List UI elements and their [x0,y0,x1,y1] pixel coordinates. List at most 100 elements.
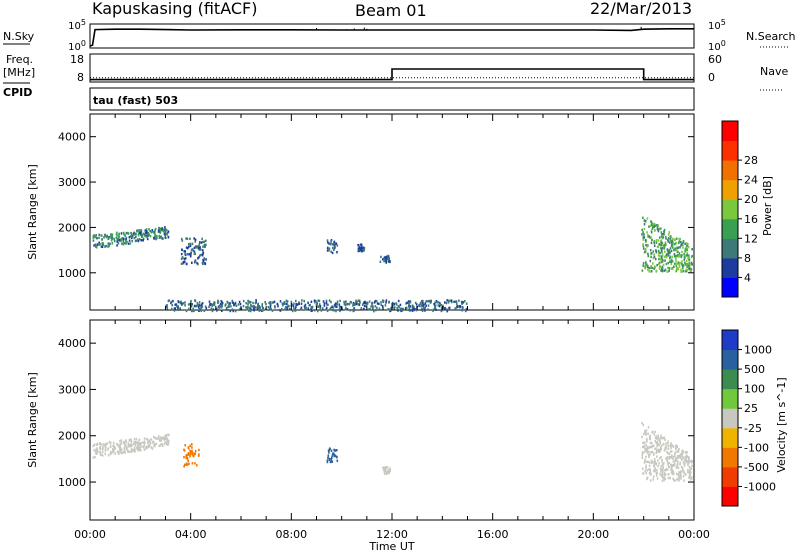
power-point [319,305,322,308]
power-point [408,303,410,306]
power-point [153,230,156,233]
power-point [292,306,295,309]
power-point [685,259,688,262]
power-point [339,299,341,303]
power-point [643,235,645,239]
velocity-point [690,459,692,463]
power-point [688,259,690,262]
velocity-point [674,453,676,456]
power-point [291,309,294,313]
power-point [667,252,670,255]
power-point [335,302,337,305]
power-point [388,258,390,262]
power-point [192,249,195,252]
power-point [385,299,388,302]
power-point [652,225,654,228]
velocity-point [641,453,644,457]
power-point [153,236,155,240]
velocity-point [651,441,653,445]
velocity-point [161,437,163,440]
velocity-point [689,478,692,481]
velocity-point [92,444,95,448]
power-point [677,246,680,249]
velocity-x-tick-label: 04:00 [175,528,207,541]
power-point [650,241,653,245]
power-point [387,308,389,311]
velocity-point [678,471,681,474]
power-point [268,301,270,305]
velocity-point [389,467,391,470]
velocity-point [656,477,659,480]
power-point [264,301,266,304]
power-point [193,246,196,249]
velocity-point [663,472,666,475]
power-point [328,247,331,250]
power-point [247,299,249,303]
power-point [226,300,229,303]
power-point [344,301,347,304]
power-point [434,306,436,310]
power-point [423,303,425,307]
power-point [681,264,684,268]
power-point [167,236,170,239]
power-point [326,239,329,242]
power-cluster [379,254,391,264]
power-point [671,243,674,247]
power-point [345,306,347,310]
power-point [270,308,272,311]
power-point [226,308,229,312]
velocity-point [137,442,140,445]
power-point [202,240,204,244]
power-point [654,224,657,227]
power-point [333,309,336,312]
velocity-point [654,461,656,465]
power-point [679,246,681,249]
velocity-point [150,438,153,441]
velocity-point [662,467,664,470]
velocity-point [641,456,644,459]
velocity-point [661,473,664,477]
power-point [147,233,149,236]
power-point [384,256,387,260]
power-point [180,237,183,241]
power-point [649,259,652,263]
velocity-point [127,450,129,453]
power-point [391,301,394,305]
power-point [376,302,379,305]
power-point [680,268,682,271]
power-point [669,251,671,254]
velocity-point [116,450,119,453]
power-point [641,269,644,272]
power-point [675,257,677,260]
power-colorbar-tick-label: 28 [744,154,758,167]
power-point [167,230,170,233]
velocity-point [189,444,192,447]
power-point [665,254,668,258]
velocity-x-ticks: 00:00 04:00 08:00 12:00 16:00 20:00 00:00 [74,320,710,541]
velocity-point [687,471,689,474]
velocity-point [648,464,651,467]
power-point [295,305,297,308]
velocity-point [650,473,652,476]
power-point [667,261,669,265]
velocity-point [666,450,668,454]
power-point [390,306,392,310]
power-point [298,301,300,304]
power-point [328,249,330,252]
power-point [239,307,242,310]
power-point [138,238,141,241]
power-point [142,239,144,242]
power-point [158,226,160,230]
power-point [325,301,328,305]
power-point [287,304,289,307]
velocity-point [663,476,665,479]
power-point [230,305,232,308]
power-point [667,237,670,240]
velocity-point [382,466,384,469]
velocity-point [660,446,662,449]
power-point [653,224,656,227]
velocity-point [148,440,151,443]
power-point [220,306,222,309]
power-point [421,309,424,312]
